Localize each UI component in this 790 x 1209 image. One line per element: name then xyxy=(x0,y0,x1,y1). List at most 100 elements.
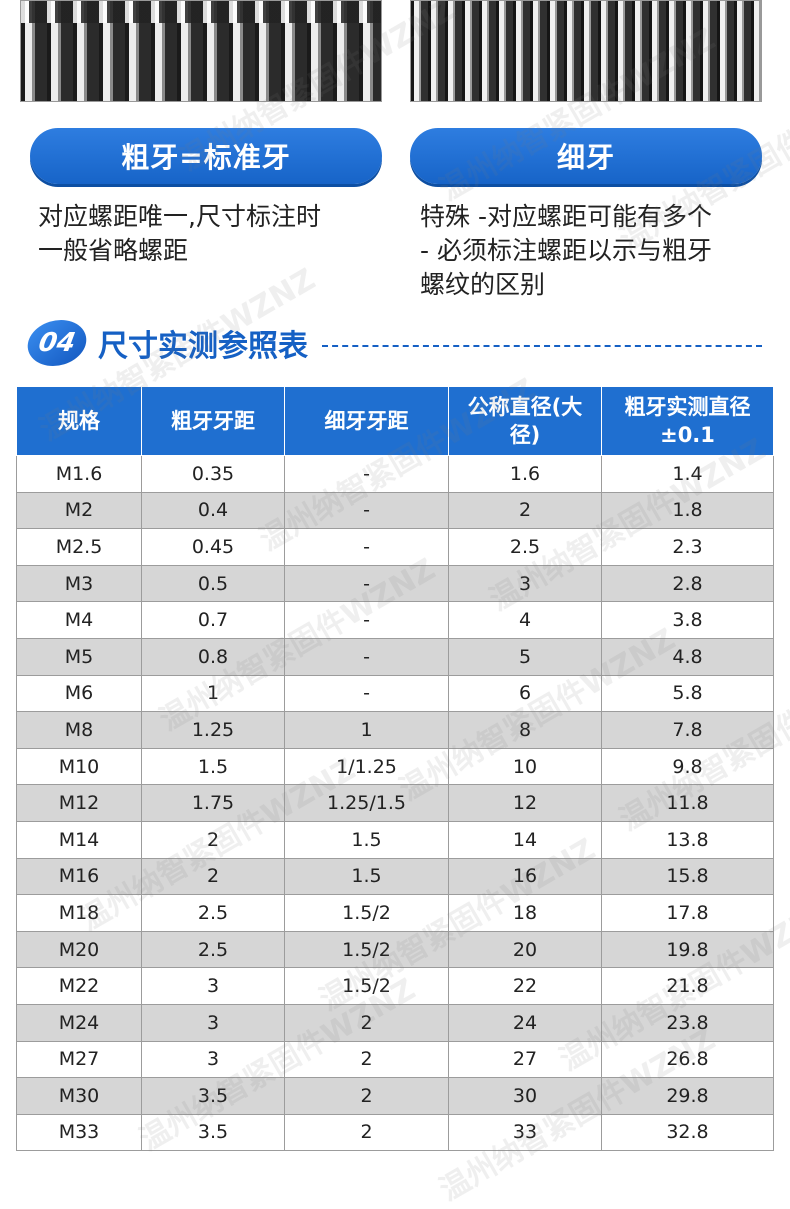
table-cell: M33 xyxy=(16,1113,142,1152)
coarse-desc-line: 一般省略螺距 xyxy=(38,236,189,265)
table-cell: 21.8 xyxy=(601,967,774,1005)
table-cell: 22 xyxy=(448,967,602,1005)
table-row: M24 3 2 24 23.8 xyxy=(16,1003,774,1042)
table-cell: - xyxy=(284,491,449,530)
fine-thread-image xyxy=(410,0,762,102)
table-cell: M3 xyxy=(16,564,142,603)
table-cell: 3 xyxy=(141,1040,285,1079)
table-cell: 1.75 xyxy=(141,784,285,822)
table-cell: M8 xyxy=(16,711,142,749)
table-row: M22 3 1.5/2 22 21.8 xyxy=(16,967,774,1005)
table-cell: 4 xyxy=(448,601,602,639)
table-cell: 1.4 xyxy=(601,455,774,493)
table-cell: 0.8 xyxy=(141,637,285,676)
table-cell: 8 xyxy=(448,711,602,749)
table-cell: 1.8 xyxy=(601,491,774,530)
table-cell: 2 xyxy=(284,1113,449,1152)
table-row: M10 1.5 1/1.25 10 9.8 xyxy=(16,747,774,786)
header-fine-pitch: 细牙牙距 xyxy=(284,386,449,456)
table-cell: 23.8 xyxy=(601,1003,774,1042)
table-cell: 2 xyxy=(284,1003,449,1042)
table-cell: - xyxy=(284,564,449,603)
table-row: M8 1.25 1 8 7.8 xyxy=(16,711,774,749)
table-cell: 33 xyxy=(448,1113,602,1152)
table-cell: M2.5 xyxy=(16,528,142,566)
header-measured-diameter: 粗牙实测直径±0.1 xyxy=(601,386,774,456)
table-cell: M2 xyxy=(16,491,142,530)
table-cell: 1.5/2 xyxy=(284,967,449,1005)
fine-thread-description: 特殊 -对应螺距可能有多个 - 必须标注螺距以示与粗牙 螺纹的区别 xyxy=(420,200,780,302)
table-row: M18 2.5 1.5/2 18 17.8 xyxy=(16,894,774,932)
table-cell: 1.5 xyxy=(284,820,449,859)
table-cell: 1.5/2 xyxy=(284,894,449,932)
table-cell: 3.5 xyxy=(141,1113,285,1152)
table-row: M20 2.5 1.5/2 20 19.8 xyxy=(16,930,774,969)
table-cell: 32.8 xyxy=(601,1113,774,1152)
table-cell: M18 xyxy=(16,894,142,932)
table-cell: 5 xyxy=(448,637,602,676)
fine-desc-line: 螺纹的区别 xyxy=(420,270,546,299)
table-cell: M10 xyxy=(16,747,142,786)
table-cell: 0.4 xyxy=(141,491,285,530)
section-number-badge: 04 xyxy=(23,320,91,366)
table-row: M4 0.7-4 3.8 xyxy=(16,601,774,639)
table-row: M33 3.5 2 33 32.8 xyxy=(16,1113,774,1152)
table-cell: 3 xyxy=(141,967,285,1005)
table-cell: 1.25 xyxy=(141,711,285,749)
header-nominal-diameter: 公称直径(大径) xyxy=(448,386,602,456)
table-cell: 10 xyxy=(448,747,602,786)
coarse-thread-label: 粗牙=标准牙 xyxy=(30,128,382,184)
table-row: M2.5 0.45-2.5 2.3 xyxy=(16,528,774,566)
table-row: M5 0.8-5 4.8 xyxy=(16,637,774,676)
table-cell: 2.8 xyxy=(601,564,774,603)
table-cell: 3.5 xyxy=(141,1077,285,1115)
table-cell: 0.35 xyxy=(141,455,285,493)
table-cell: 11.8 xyxy=(601,784,774,822)
table-cell: 17.8 xyxy=(601,894,774,932)
table-cell: - xyxy=(284,637,449,676)
table-cell: 0.7 xyxy=(141,601,285,639)
table-cell: 6 xyxy=(448,674,602,713)
table-row: M16 2 1.5 16 15.8 xyxy=(16,857,774,896)
table-cell: 2 xyxy=(141,857,285,896)
table-cell: 0.5 xyxy=(141,564,285,603)
header-coarse-pitch: 粗牙牙距 xyxy=(141,386,285,456)
table-cell: 3 xyxy=(141,1003,285,1042)
table-cell: 1 xyxy=(284,711,449,749)
table-row: M6 1-6 5.8 xyxy=(16,674,774,713)
header-spec: 规格 xyxy=(16,386,142,456)
table-cell: 2 xyxy=(284,1077,449,1115)
fine-desc-line: 特殊 -对应螺距可能有多个 xyxy=(420,202,712,231)
table-cell: 15.8 xyxy=(601,857,774,896)
table-cell: M6 xyxy=(16,674,142,713)
table-cell: 2.3 xyxy=(601,528,774,566)
table-cell: 20 xyxy=(448,930,602,969)
table-cell: M12 xyxy=(16,784,142,822)
table-cell: 1.25/1.5 xyxy=(284,784,449,822)
table-row: M2 0.4-2 1.8 xyxy=(16,491,774,530)
thread-spec-table: 规格 粗牙牙距 细牙牙距 公称直径(大径) 粗牙实测直径±0.1 M1.6 0.3… xyxy=(16,386,774,1152)
table-cell: 2.5 xyxy=(141,894,285,932)
table-cell: 1 xyxy=(141,674,285,713)
table-cell: 27 xyxy=(448,1040,602,1079)
table-cell: 30 xyxy=(448,1077,602,1115)
table-cell: M24 xyxy=(16,1003,142,1042)
table-cell: M14 xyxy=(16,820,142,859)
table-cell: 3 xyxy=(448,564,602,603)
table-cell: 2 xyxy=(448,491,602,530)
fine-thread-label: 细牙 xyxy=(410,128,762,184)
table-cell: M16 xyxy=(16,857,142,896)
table-header-row: 规格 粗牙牙距 细牙牙距 公称直径(大径) 粗牙实测直径±0.1 xyxy=(16,386,774,456)
table-cell: 26.8 xyxy=(601,1040,774,1079)
table-cell: 2 xyxy=(141,820,285,859)
table-cell: 1.5/2 xyxy=(284,930,449,969)
table-cell: 1.6 xyxy=(448,455,602,493)
table-cell: 4.8 xyxy=(601,637,774,676)
table-cell: 14 xyxy=(448,820,602,859)
table-cell: M22 xyxy=(16,967,142,1005)
table-cell: 24 xyxy=(448,1003,602,1042)
table-cell: M27 xyxy=(16,1040,142,1079)
coarse-thread-description: 对应螺距唯一,尺寸标注时 一般省略螺距 xyxy=(38,200,383,268)
table-cell: 2.5 xyxy=(448,528,602,566)
table-cell: 1.5 xyxy=(141,747,285,786)
